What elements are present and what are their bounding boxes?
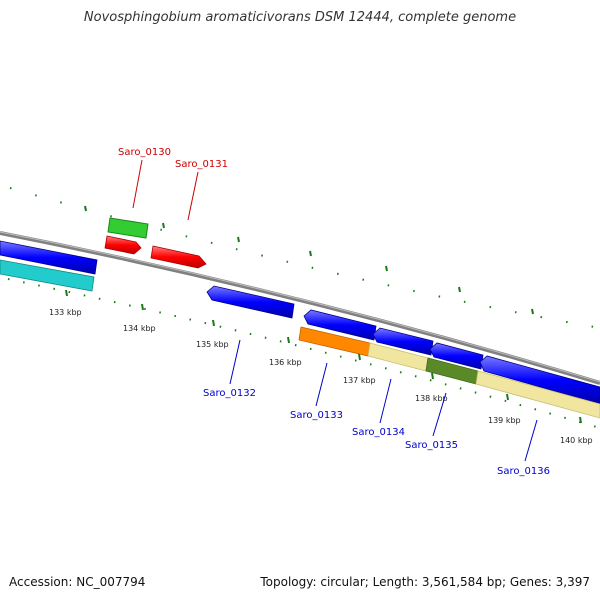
accession-text: Accession: NC_007794 (9, 575, 146, 589)
gene-label-saro-0132[interactable]: Saro_0132 (203, 388, 256, 399)
gene-saro-0130-block[interactable] (107, 217, 149, 239)
gene-saro-0130-arrow[interactable] (104, 235, 142, 255)
outer-tick-ring (9, 187, 600, 329)
kbp-label: 133 kbp (49, 308, 82, 317)
gene-label-saro-0136[interactable]: Saro_0136 (497, 466, 550, 477)
gene-left-blue-arrow[interactable] (0, 240, 98, 275)
callout-saro-0131 (187, 171, 199, 221)
gene-label-saro-0134[interactable]: Saro_0134 (352, 427, 405, 438)
callout-saro-0136 (524, 419, 538, 462)
gene-saro-0136-blue-arrow[interactable] (479, 355, 600, 405)
gene-saro-0136-khaki-block[interactable] (475, 370, 600, 419)
outer-major-ticks (84, 205, 534, 315)
kbp-label: 134 kbp (123, 324, 156, 333)
callout-saro-0132 (229, 339, 241, 385)
kbp-label: 139 kbp (488, 416, 521, 425)
callout-saro-0133 (315, 362, 328, 407)
kbp-label: 138 kbp (415, 394, 448, 403)
kbp-scale-labels: 133 kbp 134 kbp 135 kbp 136 kbp 137 kbp … (49, 308, 593, 445)
gene-label-saro-0130[interactable]: Saro_0130 (118, 147, 171, 158)
kbp-label: 135 kbp (196, 340, 229, 349)
gene-label-saro-0131[interactable]: Saro_0131 (175, 159, 228, 170)
kbp-label: 140 kbp (560, 436, 593, 445)
kbp-label: 137 kbp (343, 376, 376, 385)
gene-saro-0132-arrow[interactable] (206, 285, 295, 319)
callout-saro-0130 (132, 159, 143, 209)
gene-saro-0131-arrow[interactable] (150, 245, 207, 269)
gene-left-cyan-block[interactable] (0, 259, 95, 292)
forward-strand-genes (104, 217, 207, 269)
callout-saro-0135 (432, 392, 447, 437)
gene-labels: Saro_0130 Saro_0131 Saro_0132 Saro_0133 … (118, 147, 550, 477)
topology-text: Topology: circular; Length: 3,561,584 bp… (260, 575, 590, 589)
genome-backbone (0, 231, 600, 385)
kbp-label: 136 kbp (269, 358, 302, 367)
callout-saro-0134 (379, 378, 392, 424)
inner-tick-ring (7, 278, 600, 429)
map-title: Novosphingobium aromaticivorans DSM 1244… (83, 10, 517, 25)
gene-label-saro-0135[interactable]: Saro_0135 (405, 440, 458, 451)
outer-minor-ticks (9, 187, 600, 329)
gene-callout-lines (132, 159, 538, 462)
gene-label-saro-0133[interactable]: Saro_0133 (290, 410, 343, 421)
reverse-strand-genes (0, 240, 600, 419)
inner-major-ticks (65, 289, 582, 424)
